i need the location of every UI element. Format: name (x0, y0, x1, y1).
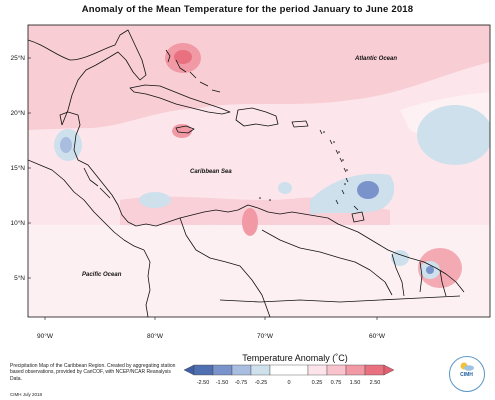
legend-swatch-1 (193, 364, 214, 376)
label-pacific-ocean: Pacific Ocean (82, 272, 122, 278)
latitude-axis: 25°N 20°N 15°N 10°N 5°N (10, 54, 31, 282)
coastline-colombia-pacific (143, 249, 151, 317)
footer-note: Precipitation Map of the Caribbean Regio… (10, 363, 176, 382)
anomaly-coolspot-central-caribbean (139, 192, 171, 208)
island-dot-6 (344, 183, 346, 185)
anomaly-coolspot-guyana (391, 250, 409, 266)
border-central-america-1 (83, 167, 99, 187)
legend-tick-label-7: 0.75 (331, 380, 342, 386)
map-title: Anomaly of the Mean Temperature for the … (81, 4, 414, 15)
anomaly-hotspot-venezuela (242, 208, 258, 236)
legend-swatch-9 (364, 364, 385, 376)
longitude-axis: 90°W 80°W 70°W 60°W (37, 317, 386, 340)
legend-tick-label-2: -1.50 (216, 380, 229, 386)
legend-tick-label-1: -2.50 (197, 380, 210, 386)
island-dot-8 (269, 199, 271, 201)
anomaly-band-warm (28, 25, 490, 130)
island-dot-5 (346, 169, 348, 171)
legend-arrow-right (383, 364, 395, 376)
map-frame (27, 24, 491, 318)
island-dot-7 (259, 197, 261, 199)
lat-label-20: 20°N (10, 109, 25, 117)
coastline-bahamas-5 (211, 89, 221, 93)
coastline-south-america (155, 204, 465, 293)
label-atlantic-ocean: Atlantic Ocean (354, 56, 397, 62)
cimh-logo: CIMH (449, 356, 485, 392)
legend-swatch-8 (345, 364, 366, 376)
lon-label-90: 90°W (37, 332, 54, 340)
legend-colorbar (183, 364, 395, 376)
anomaly-zone-neutral-south (28, 225, 490, 317)
island-dot-1 (323, 131, 325, 133)
legend-tick-label-4: -0.25 (255, 380, 268, 386)
anomaly-hotspot-jamaica (172, 124, 192, 138)
legend-swatch-3 (231, 364, 252, 376)
legend-tick-label-9: 2.50 (370, 380, 381, 386)
coastline-central-america (59, 111, 157, 227)
coastline-hispaniola (235, 107, 279, 127)
coastline-jamaica (175, 125, 195, 134)
legend-swatch-6 (307, 364, 328, 376)
legend-swatch-5 (269, 364, 309, 376)
coastline-lesser-antilles (319, 129, 359, 211)
legend-swatch-4 (250, 364, 271, 376)
logo-text: CIMH (460, 372, 473, 378)
border-suriname (419, 261, 423, 293)
legend-tick-label-5: 0 (287, 380, 290, 386)
coastline-bahamas-4 (199, 81, 209, 87)
island-dot-3 (338, 151, 340, 153)
legend-swatch-2 (212, 364, 233, 376)
island-dot-2 (333, 141, 335, 143)
coastline-bahamas-2 (175, 59, 187, 73)
legend-title: Temperature Anomaly (˚C) (242, 353, 348, 363)
border-colombia (179, 217, 271, 317)
label-caribbean-sea: Caribbean Sea (190, 169, 232, 175)
coastline-central-america-pacific (28, 159, 145, 251)
island-dot-4 (342, 159, 344, 161)
lat-label-15: 15°N (10, 164, 25, 172)
border-brazil (219, 295, 461, 303)
legend-ticks: -2.50 -1.50 -0.75 -0.25 0 0.25 0.75 1.50… (197, 380, 381, 386)
border-french-guiana (439, 269, 447, 297)
anomaly-hotspot-bahamas-core (174, 50, 192, 64)
border-guyana (391, 253, 405, 297)
coastline-bahamas-3 (189, 71, 197, 79)
border-venezuela (261, 229, 393, 296)
lat-label-10: 10°N (10, 219, 25, 227)
coastline-trinidad (351, 211, 365, 223)
anomaly-coolspot-atlantic (417, 105, 490, 165)
coastline-puerto-rico (291, 120, 309, 128)
legend-tick-label-6: 0.25 (312, 380, 323, 386)
legend-arrow-left (183, 364, 195, 376)
lon-label-60: 60°W (369, 332, 386, 340)
footer-credit: CIMH July 2018 (10, 392, 43, 397)
legend-tick-label-8: 1.50 (350, 380, 361, 386)
legend-tick-label-3: -0.75 (235, 380, 248, 386)
coastline-north-america (28, 29, 147, 126)
anomaly-coolspot-leeward (278, 182, 292, 194)
anomaly-coolspot-guianas-core (426, 266, 434, 274)
coastline-cuba (129, 84, 231, 115)
border-central-america-2 (99, 187, 111, 199)
coastline-bahamas-1 (165, 49, 171, 63)
anomaly-coolspot-windward-core (357, 181, 379, 199)
legend-swatch-7 (326, 364, 347, 376)
lat-label-5: 5°N (14, 274, 25, 282)
lon-label-80: 80°W (147, 332, 164, 340)
anomaly-coolspot-belize-core (60, 137, 72, 153)
sun-cloud-icon (460, 362, 474, 371)
lon-label-70: 70°W (257, 332, 274, 340)
lat-label-25: 25°N (10, 54, 25, 62)
